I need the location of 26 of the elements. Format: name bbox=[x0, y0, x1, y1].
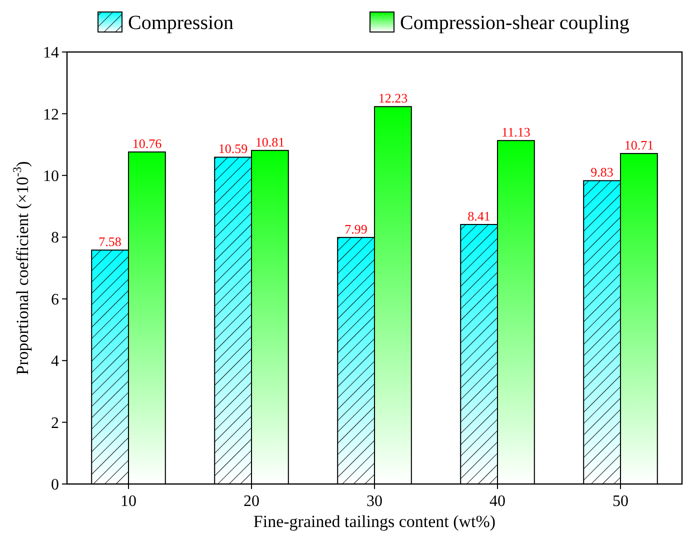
y-tick-label: 2 bbox=[51, 414, 59, 432]
y-tick-label: 6 bbox=[51, 291, 59, 308]
x-axis-title: Fine-grained tailings content (wt%) bbox=[253, 512, 496, 531]
x-tick-label: 40 bbox=[490, 493, 506, 510]
y-tick-label: 10 bbox=[43, 168, 59, 186]
data-label: 8.41 bbox=[468, 208, 490, 224]
data-label: 7.58 bbox=[98, 234, 122, 250]
x-tick-label: 10 bbox=[120, 493, 136, 510]
data-label: 12.23 bbox=[378, 90, 408, 106]
x-tick-label: 30 bbox=[366, 493, 382, 510]
data-label: 10.59 bbox=[218, 141, 248, 156]
data-label: 7.99 bbox=[344, 221, 368, 236]
data-label: 9.83 bbox=[590, 164, 614, 180]
legend-label: Compression-shear coupling bbox=[400, 12, 630, 34]
y-tick-label: 8 bbox=[51, 230, 59, 247]
legend-label: Compression bbox=[128, 12, 234, 34]
y-tick-label: 12 bbox=[43, 106, 59, 124]
data-label: 10.76 bbox=[132, 136, 162, 151]
x-tick-label: 20 bbox=[244, 493, 260, 510]
y-tick-label: 0 bbox=[51, 476, 59, 494]
data-label: 10.81 bbox=[255, 134, 285, 150]
y-tick-label: 14 bbox=[43, 44, 59, 62]
y-tick-label: 4 bbox=[51, 353, 59, 370]
data-label: 10.71 bbox=[624, 138, 654, 153]
x-tick-label: 50 bbox=[612, 493, 628, 510]
data-label: 11.13 bbox=[502, 124, 530, 140]
